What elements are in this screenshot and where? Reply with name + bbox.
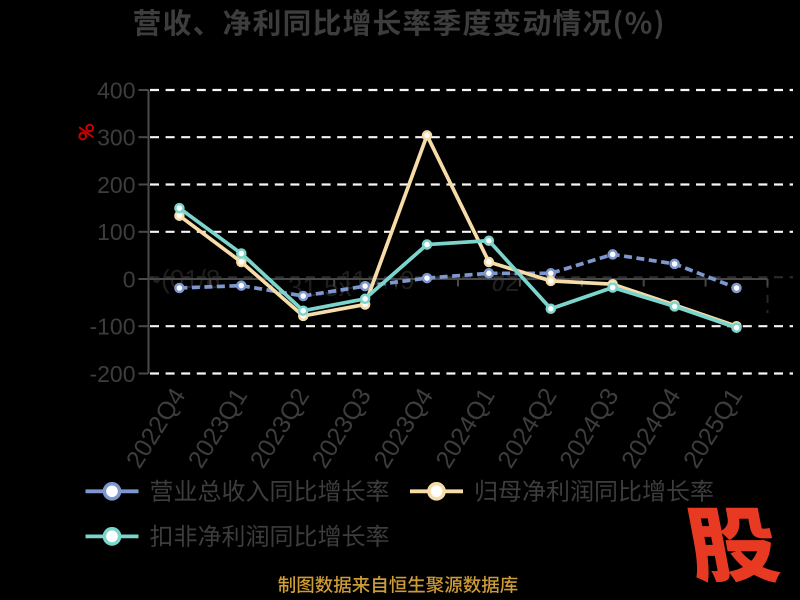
svg-text:100: 100 [97,219,135,245]
svg-text:200: 200 [97,172,135,198]
svg-text:-200: -200 [89,361,135,387]
svg-text:400: 400 [97,77,135,103]
svg-text:0: 0 [123,266,136,292]
svg-text:-100: -100 [89,314,135,340]
svg-text:300: 300 [97,125,135,151]
